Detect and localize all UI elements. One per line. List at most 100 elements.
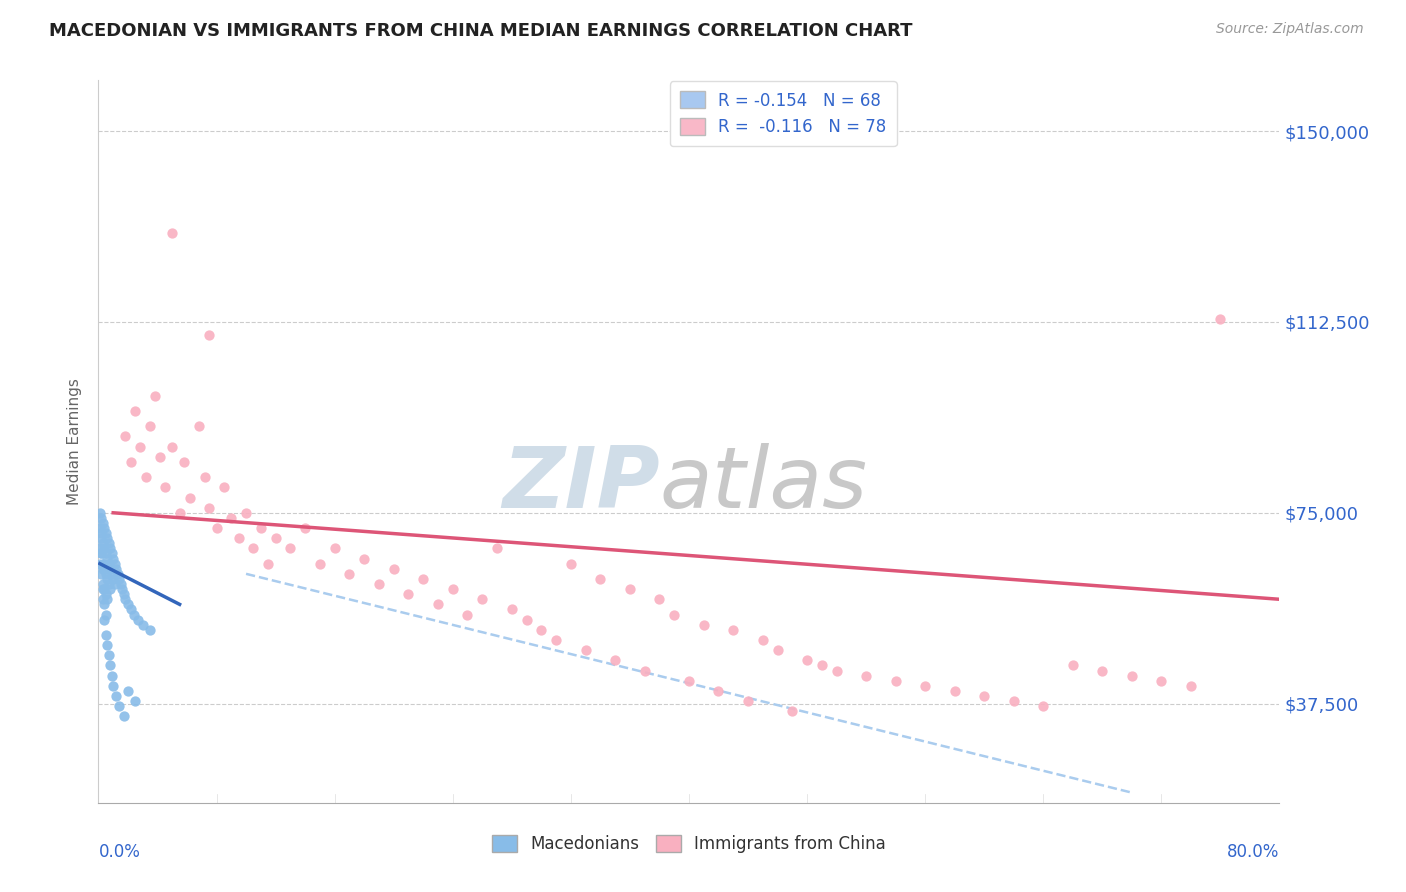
Point [212, 480, 235, 494]
Point [294, 521, 316, 535]
Point [98, 582, 121, 596]
Point [678, 673, 700, 688]
Point [323, 541, 346, 556]
Point [93, 582, 115, 596]
Point [501, 602, 523, 616]
Point [132, 617, 155, 632]
Point [264, 531, 287, 545]
Point [90, 566, 112, 581]
Point [257, 557, 280, 571]
Point [884, 673, 907, 688]
Point [1180, 679, 1202, 693]
Point [1121, 668, 1143, 682]
Point [752, 632, 775, 647]
Point [634, 664, 657, 678]
Point [111, 582, 134, 596]
Point [89, 506, 111, 520]
Point [766, 643, 789, 657]
Point [486, 541, 509, 556]
Point [94, 628, 117, 642]
Point [122, 607, 145, 622]
Point [96, 592, 118, 607]
Point [89, 557, 111, 571]
Point [139, 623, 162, 637]
Point [90, 526, 112, 541]
Point [441, 582, 464, 596]
Point [103, 679, 125, 693]
Point [91, 562, 114, 576]
Point [339, 566, 361, 581]
Point [128, 440, 150, 454]
Point [516, 613, 538, 627]
Point [280, 541, 302, 556]
Point [93, 541, 115, 556]
Point [98, 562, 121, 576]
Point [97, 536, 120, 550]
Point [127, 613, 149, 627]
Point [560, 557, 582, 571]
Point [89, 541, 111, 556]
Point [90, 546, 112, 560]
Point [94, 607, 117, 622]
Point [112, 709, 135, 723]
Point [96, 638, 118, 652]
Point [90, 511, 112, 525]
Point [471, 592, 494, 607]
Point [605, 653, 627, 667]
Point [105, 689, 128, 703]
Point [1209, 312, 1232, 326]
Point [105, 562, 128, 576]
Point [91, 592, 114, 607]
Point [412, 572, 434, 586]
Point [97, 557, 120, 571]
Text: 80.0%: 80.0% [1227, 843, 1279, 861]
Point [427, 598, 450, 612]
Text: atlas: atlas [659, 443, 868, 526]
Point [228, 531, 250, 545]
Point [1150, 673, 1173, 688]
Point [194, 470, 217, 484]
Legend: Macedonians, Immigrants from China: Macedonians, Immigrants from China [485, 828, 893, 860]
Point [94, 546, 117, 560]
Point [91, 582, 114, 596]
Point [546, 632, 568, 647]
Point [737, 694, 759, 708]
Point [114, 592, 136, 607]
Point [104, 557, 127, 571]
Point [91, 536, 114, 550]
Point [100, 668, 122, 682]
Point [90, 546, 112, 560]
Point [782, 704, 804, 718]
Point [96, 572, 118, 586]
Point [250, 521, 273, 535]
Point [162, 440, 183, 454]
Point [94, 566, 117, 581]
Point [914, 679, 936, 693]
Point [693, 617, 716, 632]
Point [110, 577, 132, 591]
Point [93, 521, 115, 535]
Text: Source: ZipAtlas.com: Source: ZipAtlas.com [1216, 22, 1364, 37]
Point [124, 694, 146, 708]
Point [91, 557, 114, 571]
Point [398, 587, 420, 601]
Point [179, 491, 201, 505]
Point [97, 648, 120, 663]
Point [98, 541, 121, 556]
Point [309, 557, 332, 571]
Point [93, 613, 115, 627]
Point [117, 684, 139, 698]
Point [153, 480, 176, 494]
Point [825, 664, 848, 678]
Point [943, 684, 966, 698]
Point [530, 623, 553, 637]
Point [135, 470, 157, 484]
Point [96, 551, 118, 566]
Point [810, 658, 832, 673]
Point [1062, 658, 1084, 673]
Point [664, 607, 686, 622]
Point [100, 546, 122, 560]
Point [855, 668, 877, 682]
Point [143, 389, 166, 403]
Point [91, 577, 114, 591]
